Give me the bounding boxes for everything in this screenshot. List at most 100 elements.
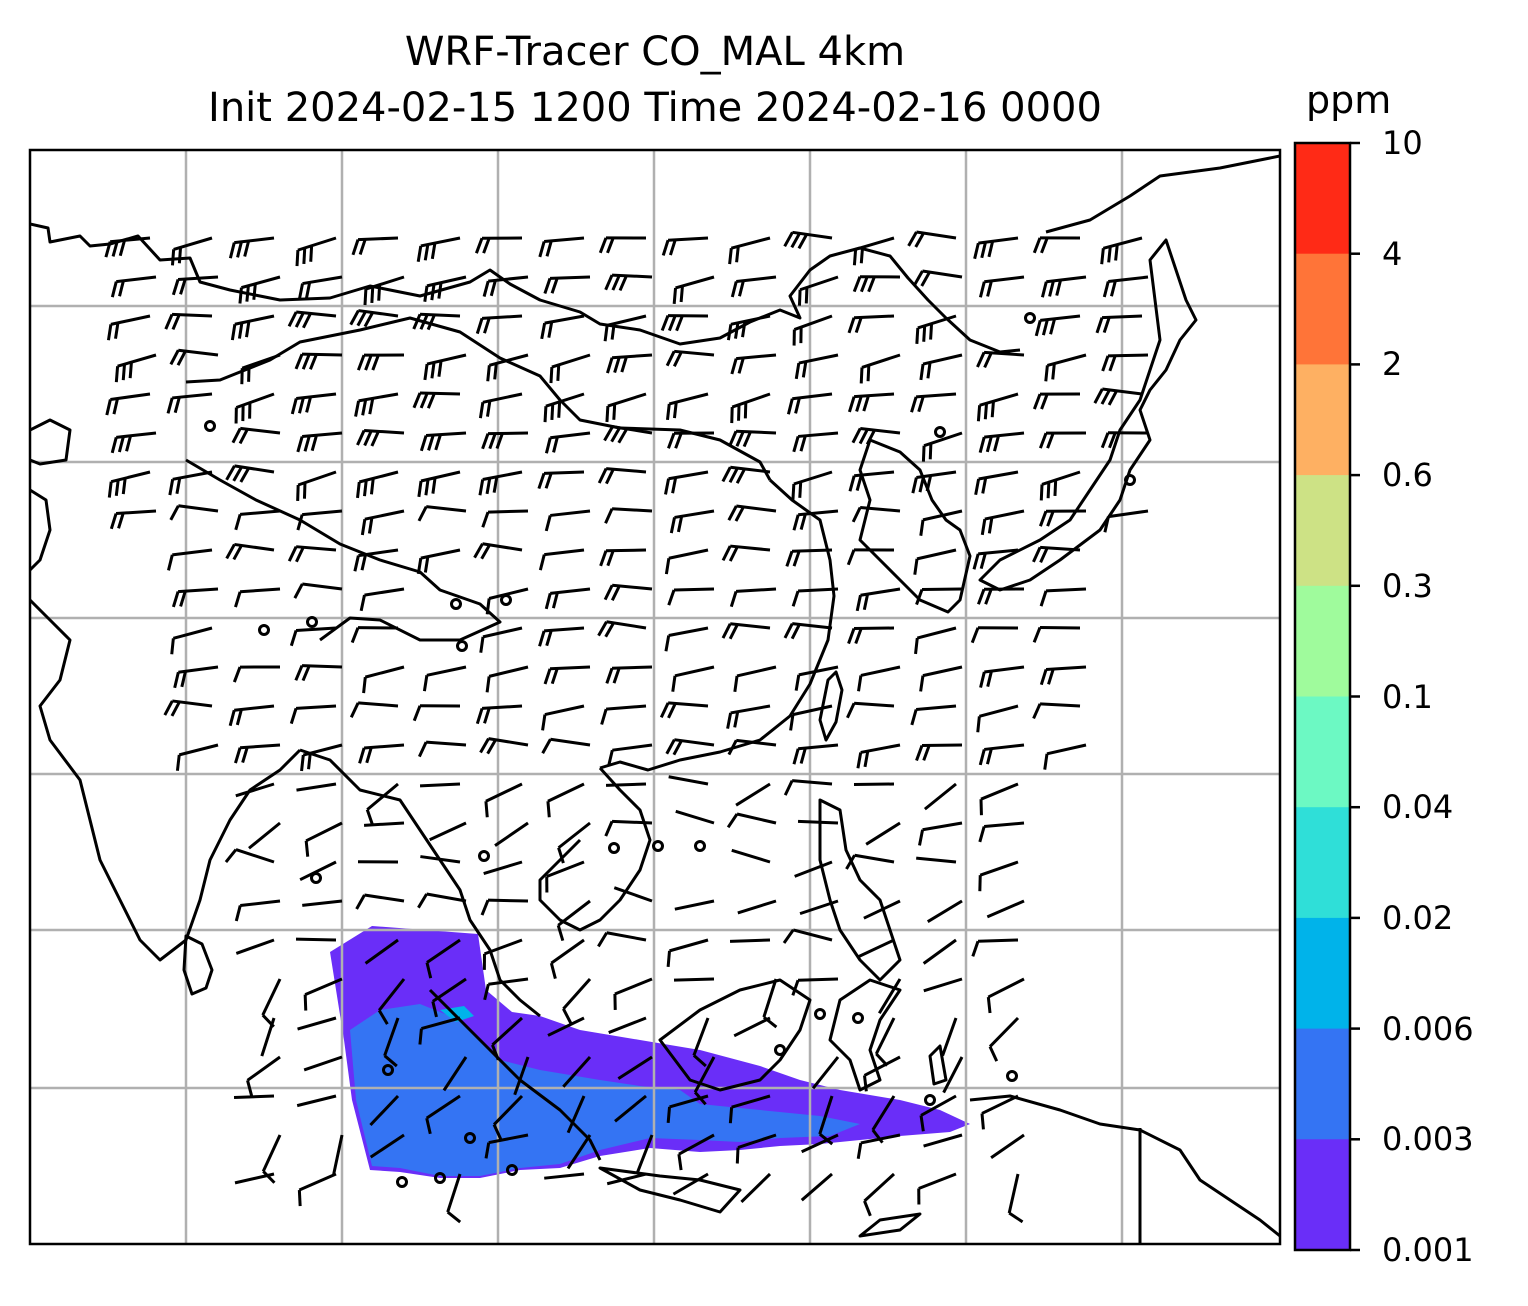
wind-barb (353, 548, 399, 572)
wind-barb (417, 892, 467, 909)
wind-barb (547, 1016, 585, 1037)
wind-barb (364, 938, 399, 965)
wind-barb (351, 236, 399, 256)
wind-barb (919, 665, 963, 692)
wind-barb (1040, 275, 1087, 298)
map-border (28, 148, 1282, 1246)
wind-barb (484, 1133, 529, 1159)
wind-barb (1039, 587, 1087, 607)
colorbar-tick-label: 0.04 (1382, 788, 1454, 827)
wind-barb (349, 701, 399, 718)
calm-marker (1024, 312, 1036, 324)
wind-barb (783, 622, 833, 640)
wind-barb (295, 937, 337, 942)
colorbar-tick-label: 0.006 (1382, 1009, 1474, 1048)
wind-barb (170, 626, 213, 655)
wind-barb (978, 860, 1019, 892)
wind-barb (303, 1055, 343, 1072)
wind-barb (907, 230, 957, 248)
wind-barb (294, 664, 343, 682)
wind-barb (917, 1172, 957, 1205)
wind-barb (735, 782, 771, 807)
wind-barb (1032, 236, 1081, 254)
wind-barb (349, 309, 399, 328)
wind-barb (543, 665, 591, 685)
colorbar-segment (1295, 143, 1350, 255)
wind-barb (287, 310, 337, 329)
wind-barb (289, 704, 337, 725)
wind-barb (721, 622, 771, 640)
colorbar-segment (1295, 696, 1350, 808)
wind-barb (290, 392, 337, 415)
wind-barb (863, 1172, 896, 1217)
wind-barb (356, 353, 405, 371)
wind-barb (562, 1055, 592, 1088)
wind-barb (293, 582, 343, 599)
wind-barb (613, 886, 653, 903)
wind-barb (429, 821, 467, 842)
wind-barb (566, 1134, 592, 1170)
wind-barb (845, 853, 895, 870)
wind-barb (847, 392, 895, 413)
wind-barb (1100, 431, 1149, 449)
wind-barb (783, 779, 833, 796)
wind-barb (918, 821, 963, 846)
wind-barb (358, 743, 405, 764)
calm-marker (396, 1176, 408, 1188)
wind-barb (513, 1056, 530, 1096)
coastline-borneo (658, 978, 812, 1092)
wind-barb (915, 314, 957, 344)
wind-barb (976, 350, 1025, 369)
wind-barb (483, 977, 529, 1001)
wind-barb (614, 1094, 647, 1123)
calm-marker (434, 1172, 446, 1184)
coastline-vietnam (538, 766, 652, 932)
wind-barb (1102, 275, 1149, 298)
wind-barb (1043, 743, 1087, 770)
wind-barb (862, 1055, 901, 1092)
wind-barb (234, 587, 281, 608)
wind-barb (603, 314, 647, 342)
colorbar-segment (1295, 364, 1350, 476)
coastline-west-asia (30, 418, 72, 466)
colorbar-tick-label: 2 (1382, 345, 1403, 384)
wind-barb (423, 353, 467, 381)
wind-barb (171, 587, 219, 608)
wind-barb (667, 431, 715, 449)
wind-barb (852, 236, 895, 266)
wind-barb (853, 782, 895, 787)
wind-barb (356, 470, 399, 499)
wind-barb (417, 470, 461, 498)
calm-marker (814, 1008, 826, 1020)
wind-barb (797, 819, 839, 825)
wind-barb (297, 1172, 337, 1207)
wind-barb (923, 1133, 963, 1148)
wind-barb (225, 542, 275, 561)
calm-marker (1006, 1070, 1018, 1082)
wind-barb (234, 1172, 275, 1185)
wind-barb (914, 626, 957, 655)
wind-barb (672, 275, 715, 305)
wind-barb (1044, 353, 1087, 382)
wind-barb (859, 353, 901, 384)
wind-barb (544, 509, 591, 532)
wind-barb (726, 812, 777, 829)
wind-barb (295, 236, 337, 267)
wind-barb (362, 665, 405, 694)
wind-barb (605, 782, 647, 787)
wind-barb (538, 548, 585, 571)
wind-barb (674, 899, 715, 911)
wind-barb (911, 470, 957, 494)
wind-barb (677, 1133, 715, 1171)
coastline-korea-peninsula (858, 438, 972, 614)
wind-barb (360, 509, 405, 536)
wind-barb (289, 626, 337, 647)
colorbar-tick-label: 4 (1382, 234, 1403, 273)
wind-barb (726, 314, 771, 341)
wind-barb (728, 429, 777, 448)
wind-barb (941, 1017, 958, 1057)
wind-barb (811, 1056, 840, 1090)
wind-barb (418, 1016, 461, 1045)
wind-barb (604, 507, 653, 524)
